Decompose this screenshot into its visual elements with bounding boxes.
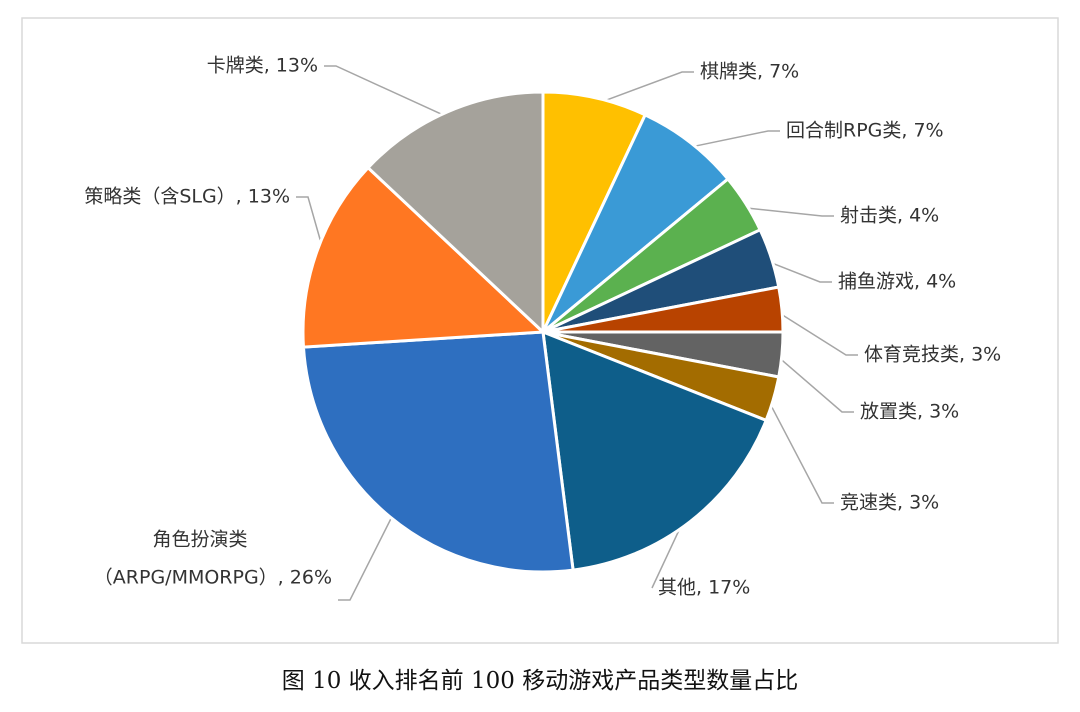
data-label: 放置类, 3% bbox=[860, 401, 959, 423]
data-label: 策略类（含SLG）, 13% bbox=[84, 186, 290, 208]
data-label: 回合制RPG类, 7% bbox=[786, 120, 944, 142]
pie-slice bbox=[301, 330, 575, 574]
leader-line bbox=[685, 130, 780, 149]
data-label: 角色扮演类 bbox=[152, 529, 247, 551]
leader-line bbox=[774, 353, 854, 413]
data-label: 棋牌类, 7% bbox=[700, 61, 799, 83]
pie-slice bbox=[541, 90, 648, 333]
data-label: 其他, 17% bbox=[658, 577, 750, 599]
leaders bbox=[296, 65, 858, 601]
data-label: 射击类, 4% bbox=[840, 205, 939, 227]
pie-slice bbox=[301, 165, 547, 349]
data-label: （ARPG/MMORPG）, 26% bbox=[94, 567, 332, 589]
data-label: 卡牌类, 13% bbox=[207, 55, 318, 77]
pie-slice bbox=[365, 90, 545, 336]
leader-line bbox=[765, 396, 834, 504]
data-label: 体育竞技类, 3% bbox=[864, 344, 1001, 366]
leader-line bbox=[296, 196, 325, 254]
leader-line bbox=[774, 309, 858, 356]
pie-slice bbox=[541, 329, 769, 572]
leader-line bbox=[593, 71, 694, 106]
leader-line bbox=[764, 259, 832, 283]
leader-line bbox=[324, 65, 451, 120]
data-label: 竞速类, 3% bbox=[840, 492, 939, 514]
pie-slice bbox=[541, 112, 731, 334]
caption: 图 10 收入排名前 100 移动游戏产品类型数量占比 bbox=[282, 668, 798, 694]
leader-line bbox=[739, 206, 834, 217]
data-label: 捕鱼游戏, 4% bbox=[838, 271, 956, 293]
leader-line bbox=[338, 511, 396, 601]
